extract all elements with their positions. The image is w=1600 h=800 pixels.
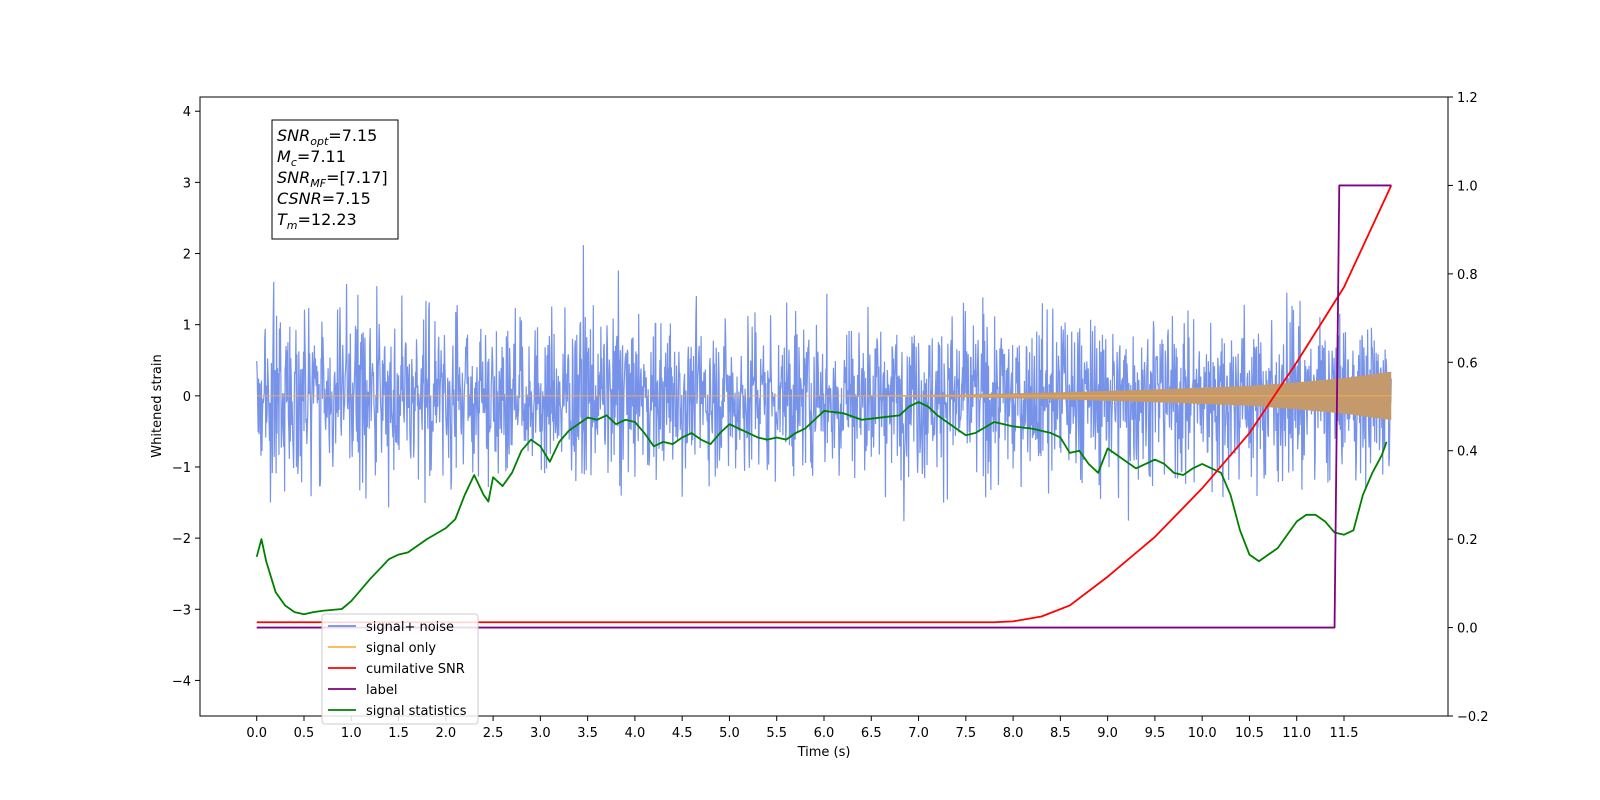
y-tick-label: 3 xyxy=(183,176,191,191)
series-signal-statistics xyxy=(255,401,1388,616)
x-tick-label: 11.0 xyxy=(1282,726,1311,741)
plot-area xyxy=(255,184,1393,629)
x-tick-label: 7.0 xyxy=(908,726,929,741)
series-cumulative-snr xyxy=(256,185,1393,624)
x-tick-label: 1.0 xyxy=(341,726,362,741)
y-tick-label: −3 xyxy=(172,603,191,618)
x-tick-label: 1.5 xyxy=(388,726,409,741)
legend-entry: label xyxy=(366,683,397,698)
y2-tick-label: 0.0 xyxy=(1457,622,1478,637)
x-tick-label: 4.5 xyxy=(672,726,693,741)
x-tick-label: 4.0 xyxy=(625,726,646,741)
x-tick-label: 3.0 xyxy=(530,726,551,741)
y2-tick-label: 0.8 xyxy=(1457,268,1478,283)
y2-tick-label: 1.0 xyxy=(1457,179,1478,194)
y-tick-label: 1 xyxy=(183,319,191,334)
annotation-line: Tm=12.23 xyxy=(277,210,357,232)
x-tick-label: 10.0 xyxy=(1188,726,1217,741)
x-tick-label: 9.5 xyxy=(1145,726,1166,741)
y2-axis: 1.2 1.0 0.8 0.6 0.4 0.2 0.0 −0.2 xyxy=(1448,91,1489,725)
y-tick-label: 0 xyxy=(183,390,191,405)
x-tick-label: 3.5 xyxy=(577,726,598,741)
annotation-line: SNRMF=[7.17] xyxy=(277,168,388,190)
x-tick-label: 8.0 xyxy=(1003,726,1024,741)
x-tick-label: 10.5 xyxy=(1235,726,1264,741)
series-label xyxy=(256,184,1392,629)
x-tick-label: 6.5 xyxy=(861,726,882,741)
y-tick-label: −2 xyxy=(172,532,191,547)
y2-tick-label: 0.4 xyxy=(1457,445,1478,460)
legend-frame xyxy=(321,613,479,725)
x-tick-label: 5.0 xyxy=(719,726,740,741)
x-tick-label: 6.0 xyxy=(814,726,835,741)
y-tick-label: −1 xyxy=(172,461,191,476)
y2-tick-label: 1.2 xyxy=(1457,91,1478,106)
x-tick-label: 0.0 xyxy=(246,726,267,741)
x-tick-label: 9.0 xyxy=(1097,726,1118,741)
annotation-line: SNRopt=7.15 xyxy=(277,126,377,148)
y-tick-label: 2 xyxy=(183,248,191,263)
annotation-line: Mc=7.11 xyxy=(277,147,346,169)
y-axis: 4 3 2 1 0 −1 −2 −3 −4 xyxy=(172,105,200,689)
x-tick-label: 2.5 xyxy=(483,726,504,741)
x-tick-label: 8.5 xyxy=(1050,726,1071,741)
x-tick-label: 7.5 xyxy=(955,726,976,741)
legend: signal+ noise signal only cumilative SNR la… xyxy=(321,613,479,725)
legend-entry: signal statistics xyxy=(366,704,467,719)
x-axis: 0.0 0.5 1.0 1.5 2.0 2.5 3.0 3.5 4.0 4.5 5.0 5.5 6.0 6… xyxy=(246,716,1358,741)
y2-tick-label: 0.6 xyxy=(1457,356,1478,371)
x-tick-label: 0.5 xyxy=(294,726,315,741)
y2-tick-label: 0.2 xyxy=(1457,533,1478,548)
legend-entry: cumilative SNR xyxy=(366,662,465,677)
legend-entry: signal only xyxy=(366,641,436,656)
y-tick-label: −4 xyxy=(172,674,191,689)
y-axis-label: Whitened strain xyxy=(150,354,165,457)
x-tick-label: 5.5 xyxy=(766,726,787,741)
y2-tick-label: −0.2 xyxy=(1457,710,1489,725)
y-tick-label: 4 xyxy=(183,105,191,120)
x-tick-label: 11.5 xyxy=(1330,726,1359,741)
legend-entry: signal+ noise xyxy=(366,620,454,635)
annotation-line: CSNR=7.15 xyxy=(277,189,371,208)
annotation-frame xyxy=(271,119,399,240)
x-tick-label: 2.0 xyxy=(435,726,456,741)
x-axis-label: Time (s) xyxy=(797,745,851,760)
